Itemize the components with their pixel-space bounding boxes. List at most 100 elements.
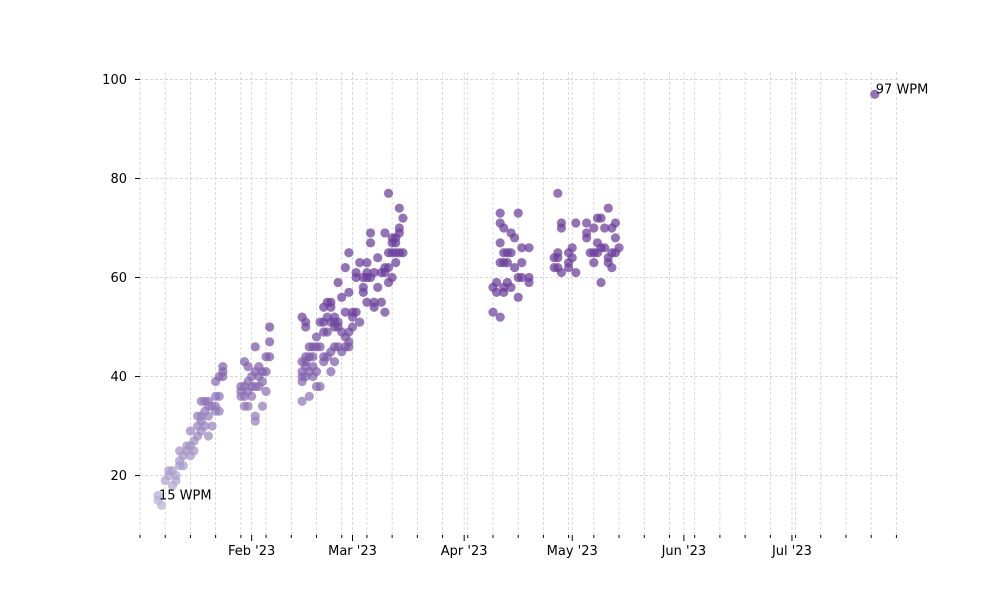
- data-point: [495, 238, 505, 248]
- data-point: [391, 238, 401, 248]
- data-point: [311, 332, 322, 342]
- data-point: [495, 208, 505, 218]
- data-point: [517, 272, 527, 283]
- data-point: [247, 391, 257, 401]
- data-point: [218, 371, 228, 382]
- data-point: [322, 327, 332, 337]
- data-point: [513, 208, 523, 218]
- data-point: [355, 317, 365, 327]
- data-point: [189, 446, 199, 456]
- data-point: [214, 406, 224, 416]
- y-tick-label: 60: [110, 271, 127, 286]
- data-point: [582, 233, 592, 243]
- data-point: [153, 490, 163, 500]
- data-point: [380, 228, 390, 238]
- x-tick-label: May '23: [547, 544, 598, 559]
- data-point: [499, 223, 509, 233]
- data-point: [337, 292, 347, 302]
- data-point: [200, 421, 210, 431]
- data-point: [517, 258, 527, 268]
- data-point: [553, 188, 563, 198]
- data-point: [556, 223, 567, 233]
- data-point: [257, 376, 268, 387]
- data-point: [326, 302, 336, 312]
- data-point: [394, 203, 404, 213]
- data-point: [553, 253, 563, 263]
- data-point: [610, 233, 621, 243]
- data-point: [311, 366, 322, 377]
- data-point: [589, 258, 599, 268]
- data-point: [582, 218, 592, 228]
- data-point: [373, 282, 383, 293]
- data-point: [870, 89, 880, 99]
- x-tick-labels: Feb '23 Mar '23 Apr '23 May '23 Jun '23 Jul '…: [228, 544, 812, 559]
- data-point: [261, 386, 271, 396]
- data-point: [383, 188, 394, 198]
- data-point: [513, 292, 523, 302]
- data-point: [524, 277, 534, 288]
- data-point: [488, 307, 498, 317]
- data-point: [495, 312, 505, 322]
- data-point: [369, 267, 379, 278]
- data-point: [257, 401, 268, 411]
- data-point: [265, 352, 275, 362]
- data-point: [308, 352, 318, 362]
- y-tick-labels: 20 40 60 80 100: [102, 73, 127, 484]
- data-point: [567, 243, 577, 253]
- data-point: [391, 258, 401, 268]
- data-point: [373, 253, 383, 263]
- data-point: [502, 258, 512, 268]
- max-wpm-annotation: 97 WPM: [876, 82, 929, 97]
- data-point: [509, 262, 520, 273]
- data-point: [265, 322, 275, 332]
- data-point: [344, 248, 354, 258]
- data-point: [315, 342, 325, 352]
- data-point: [178, 461, 188, 471]
- data-point: [607, 262, 617, 273]
- data-point: [589, 223, 599, 233]
- data-point: [203, 411, 214, 421]
- data-point: [564, 262, 574, 273]
- data-point: [369, 302, 379, 312]
- data-point: [214, 391, 224, 401]
- data-point: [358, 287, 368, 297]
- data-point: [380, 307, 390, 317]
- data-point: [351, 272, 361, 283]
- data-point: [315, 381, 325, 392]
- data-point: [571, 218, 581, 228]
- data-point: [243, 401, 253, 411]
- data-point: [250, 342, 260, 352]
- data-point: [329, 357, 340, 367]
- data-point: [491, 287, 502, 297]
- data-point: [365, 238, 376, 248]
- data-point: [603, 203, 613, 213]
- data-point: [600, 243, 610, 253]
- data-point: [362, 297, 372, 307]
- data-point: [207, 421, 217, 431]
- data-point: [398, 248, 408, 258]
- data-point: [344, 287, 354, 297]
- data-point: [509, 233, 520, 243]
- min-wpm-annotation: 15 WPM: [159, 488, 212, 503]
- data-point: [394, 228, 404, 238]
- x-tick-label: Jul '23: [771, 544, 812, 559]
- annotations: 15 WPM 97 WPM: [159, 82, 928, 503]
- x-tick-label: Apr '23: [441, 544, 488, 559]
- data-point: [614, 243, 624, 253]
- data-point: [304, 391, 314, 401]
- data-point: [556, 267, 567, 278]
- data-point: [351, 307, 361, 317]
- data-point: [355, 258, 365, 268]
- data-point: [499, 287, 509, 297]
- data-point: [261, 366, 271, 377]
- data-point: [362, 258, 372, 268]
- axis-ticks: [135, 78, 897, 541]
- data-point: [376, 297, 386, 307]
- x-tick-label: Feb '23: [228, 544, 275, 559]
- data-point: [203, 431, 214, 441]
- data-point: [157, 500, 167, 510]
- data-point: [301, 322, 311, 332]
- y-tick-label: 100: [102, 73, 127, 88]
- data-point: [297, 396, 307, 406]
